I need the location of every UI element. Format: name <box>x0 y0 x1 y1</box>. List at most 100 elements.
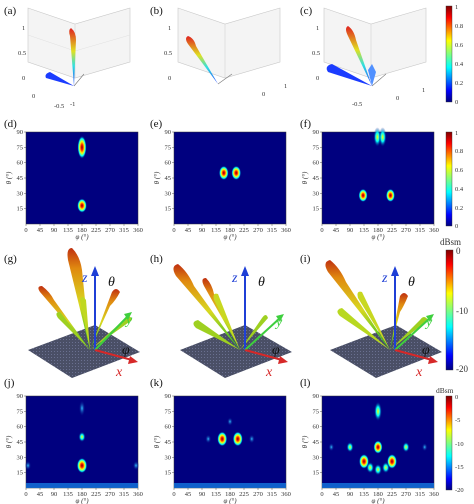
colorbar-tick: -10 <box>456 306 468 316</box>
axes-g: z θ y φ x <box>81 266 138 380</box>
colorbar-tick: -20 <box>456 364 468 374</box>
x-tick: -1 <box>70 101 75 108</box>
y-tick-label: 60 <box>313 160 320 167</box>
z-tick: 0 <box>316 75 319 82</box>
x-tick-label: 180 <box>77 227 87 234</box>
colorbar-tick: 0 <box>455 99 458 106</box>
side-lobe <box>368 64 376 86</box>
hotspot <box>366 461 375 474</box>
y-tick-label: 90 <box>17 129 24 136</box>
x-tick-label: 45 <box>37 491 44 498</box>
x-axis-label: x <box>265 365 273 380</box>
panel-label-l: (l) <box>300 377 311 389</box>
colorbar-tick: 0.6 <box>455 167 464 174</box>
y-tick-label: 90 <box>313 129 320 136</box>
x-tick-label: 315 <box>267 491 277 498</box>
z-tick: 0 <box>168 75 171 82</box>
hotspot <box>231 165 242 181</box>
x-tick-label: 360 <box>281 227 291 234</box>
edge-band <box>322 483 434 488</box>
theta-label: θ <box>258 275 265 290</box>
x-tick-label: 270 <box>401 491 411 498</box>
y-tick-label: 60 <box>165 424 172 431</box>
hotspot <box>24 460 32 471</box>
x-tick-label: 90 <box>347 491 354 498</box>
x-tick-label: 315 <box>119 491 129 498</box>
y-axis-label: θ (°) <box>153 171 161 184</box>
y-tick-label: 60 <box>165 160 172 167</box>
phi-label: φ <box>122 343 130 358</box>
x-tick-label: 270 <box>105 227 115 234</box>
hotspot <box>218 165 229 181</box>
y-tick-label: 30 <box>165 454 172 461</box>
y-axis-label: θ (°) <box>301 171 309 184</box>
z-tick: 0 <box>22 75 25 82</box>
heatmap-k: 0 45 90 135 180 225 270 315 360 90 75 60 45 30 15 φ (°)… <box>153 393 291 504</box>
y-axis-label: θ (°) <box>301 435 309 448</box>
z-tick: 1 <box>316 25 319 32</box>
hotspot <box>378 127 387 147</box>
y-tick: 1 <box>284 83 287 90</box>
y-tick: 1 <box>422 87 425 94</box>
heatmap-background <box>173 395 287 489</box>
y-axis-label: θ (°) <box>5 171 13 184</box>
hotspot <box>78 400 86 417</box>
x-tick-label: 45 <box>37 227 44 234</box>
heatmap-background <box>321 131 435 225</box>
x-tick-label: 0 <box>24 227 27 234</box>
y-tick-label: 30 <box>165 190 172 197</box>
x-tick-label: 180 <box>225 227 235 234</box>
x-tick-label: 360 <box>133 491 143 498</box>
hotspot <box>205 434 212 444</box>
y-axis-label: y <box>274 315 283 330</box>
x-tick: -0.5 <box>352 101 362 108</box>
hotspot <box>227 417 233 426</box>
x-tick-label: 270 <box>401 227 411 234</box>
colorbar-tick: -20 <box>455 487 464 494</box>
panel-label-h: (h) <box>150 253 163 265</box>
axes-i: z θ y φ x <box>381 266 438 380</box>
y-tick-label: 45 <box>313 439 320 446</box>
z-axis-label: z <box>81 271 88 286</box>
x-tick-label: 135 <box>63 491 73 498</box>
y-tick-label: 75 <box>17 144 24 151</box>
x-tick-label: 90 <box>51 227 58 234</box>
z-axis-label: z <box>381 271 388 286</box>
colorbar-dbsm-2d: dBsm 0 -5 -10 -15 -20 <box>436 386 464 494</box>
y-tick-label: 75 <box>165 408 172 415</box>
x-tick-label: 315 <box>267 227 277 234</box>
y-tick-label: 75 <box>165 144 172 151</box>
z-tick: 0.5 <box>164 50 172 57</box>
colorbar-tick: -15 <box>455 464 464 471</box>
x-tick-label: 90 <box>199 227 206 234</box>
colorbar-tick: -5 <box>455 417 460 424</box>
colorbar-normalized-mid: 1 0.8 0.6 0.4 0.2 0 <box>445 130 464 230</box>
colorbar-tick: 0.6 <box>455 42 464 49</box>
z-tick: 0.5 <box>312 50 320 57</box>
x-tick-label: 90 <box>199 491 206 498</box>
x-axis-label: φ (°) <box>371 233 385 241</box>
y-tick-label: 75 <box>313 408 320 415</box>
z-tick: 0.5 <box>18 50 26 57</box>
colorbar-tick: 0.2 <box>455 80 463 87</box>
heatmap-f: 0 45 90 135 180 225 270 315 360 90 75 60 45 30 15 φ (°)… <box>301 127 439 241</box>
colorbar-unit: dBsm <box>440 237 461 247</box>
heatmap-d: 0 45 90 135 180 225 270 315 360 90 75 60 45 30 15 φ (°)… <box>5 129 143 241</box>
panel-g-3d <box>28 248 140 378</box>
x-axis-label: x <box>115 365 123 380</box>
x-tick-label: 0 <box>320 491 323 498</box>
y-tick-label: 15 <box>313 470 320 477</box>
x-axis-label: φ (°) <box>75 497 89 504</box>
x-tick: -0.5 <box>54 103 64 110</box>
theta-label: θ <box>408 275 415 290</box>
z-tick: 1 <box>22 25 25 32</box>
x-tick-label: 225 <box>387 491 397 498</box>
y-tick-label: 15 <box>313 206 320 213</box>
theta-label: θ <box>108 275 115 290</box>
axes-h: z θ y φ x <box>231 266 288 380</box>
x-tick-label: 180 <box>225 491 235 498</box>
left-tick: 0 <box>32 93 35 100</box>
x-tick-label: 0 <box>24 491 27 498</box>
y-tick-label: 15 <box>17 206 24 213</box>
